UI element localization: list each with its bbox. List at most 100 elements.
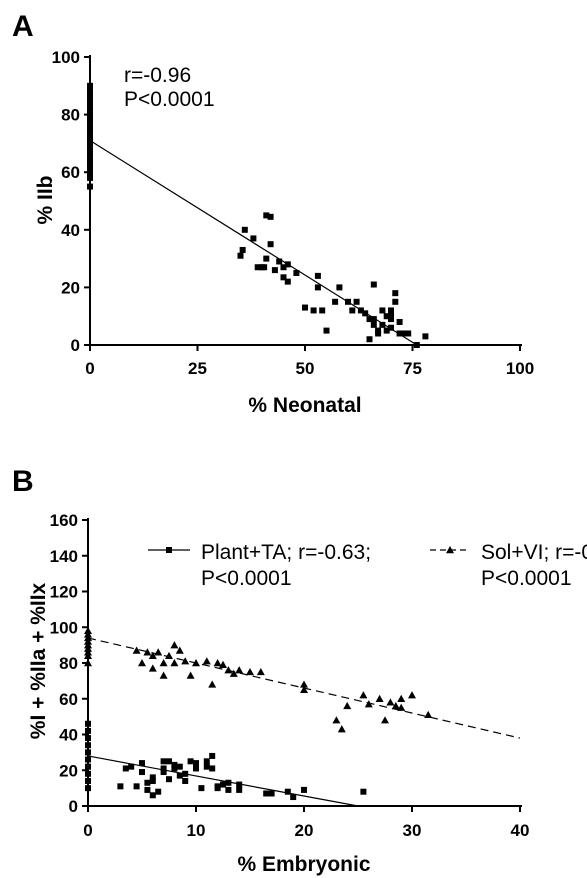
data-point-series-2 bbox=[138, 659, 146, 667]
data-point-series-1 bbox=[122, 765, 129, 772]
data-point-axis-series-2 bbox=[84, 659, 92, 667]
y-tick-label: 0 bbox=[71, 336, 80, 355]
data-point bbox=[345, 298, 351, 305]
data-point-axis bbox=[87, 100, 93, 107]
data-point bbox=[263, 212, 270, 219]
data-point-series-2 bbox=[391, 701, 400, 710]
data-point-series-1 bbox=[149, 774, 156, 781]
data-point bbox=[280, 264, 287, 271]
data-point-axis bbox=[87, 174, 93, 181]
data-point bbox=[392, 298, 399, 305]
data-point-series-2 bbox=[170, 641, 179, 649]
data-point-series-2 bbox=[246, 667, 254, 676]
data-point-series-1 bbox=[182, 770, 189, 777]
data-point bbox=[250, 235, 257, 242]
data-point-series-2 bbox=[148, 651, 157, 660]
data-point bbox=[396, 318, 403, 325]
data-point-series-1 bbox=[166, 776, 172, 783]
x-axis-label: % Neonatal bbox=[248, 394, 361, 417]
data-point bbox=[405, 330, 412, 337]
x-axis-label: % Embryonic bbox=[237, 853, 370, 876]
data-point bbox=[319, 307, 326, 314]
data-point-axis bbox=[87, 183, 93, 190]
data-point-series-1 bbox=[160, 765, 167, 772]
data-point-series-1 bbox=[128, 763, 135, 770]
data-point bbox=[370, 281, 377, 288]
x-tick-label: 25 bbox=[188, 359, 207, 378]
data-point-axis-series-1 bbox=[85, 720, 91, 727]
data-point-axis bbox=[87, 117, 93, 124]
y-tick-label: 60 bbox=[59, 690, 78, 709]
x-tick-label: 10 bbox=[187, 821, 206, 840]
data-point bbox=[261, 264, 268, 271]
data-point-series-1 bbox=[117, 783, 124, 790]
legend-text-series-2: Sol+VI; r=-0.92; bbox=[481, 541, 587, 564]
data-point-series-2 bbox=[175, 646, 184, 654]
x-tick-label: 50 bbox=[296, 359, 315, 378]
data-point-series-2 bbox=[181, 657, 190, 665]
data-point-series-1 bbox=[220, 781, 226, 788]
data-point-series-2 bbox=[154, 648, 163, 656]
data-point-series-2 bbox=[375, 694, 384, 702]
data-point-series-1 bbox=[139, 769, 145, 776]
data-point-series-1 bbox=[176, 763, 183, 770]
data-point-series-2 bbox=[148, 664, 157, 672]
data-point bbox=[388, 324, 394, 331]
data-point bbox=[271, 267, 278, 274]
data-point-axis bbox=[87, 151, 93, 158]
data-point bbox=[388, 316, 394, 323]
data-point-series-2 bbox=[143, 648, 152, 656]
y-tick-label: 20 bbox=[61, 278, 80, 297]
y-axis-label: %I + %IIa + %IIx bbox=[27, 582, 50, 739]
data-point bbox=[323, 327, 330, 334]
data-point-series-1 bbox=[214, 785, 221, 792]
data-point-series-1 bbox=[139, 760, 145, 767]
data-point-series-2 bbox=[386, 698, 395, 706]
y-axis-label: % IIb bbox=[34, 175, 57, 224]
y-tick-label: 60 bbox=[61, 163, 80, 182]
data-point-series-1 bbox=[225, 786, 232, 793]
data-point-series-1 bbox=[263, 790, 270, 797]
data-point-series-1 bbox=[182, 777, 189, 784]
x-tick-label: 20 bbox=[295, 821, 314, 840]
data-point-axis-series-2 bbox=[84, 626, 92, 635]
data-point-series-1 bbox=[160, 758, 167, 765]
data-point-series-1 bbox=[360, 788, 367, 795]
data-point bbox=[379, 321, 386, 328]
data-point-series-2 bbox=[424, 710, 433, 719]
x-tick-label: 40 bbox=[511, 821, 530, 840]
data-point-series-1 bbox=[193, 760, 199, 767]
data-point-series-2 bbox=[159, 659, 168, 667]
data-point-series-1 bbox=[176, 772, 183, 779]
data-point bbox=[239, 246, 246, 253]
y-tick-label: 160 bbox=[50, 511, 78, 530]
y-tick-label: 120 bbox=[50, 583, 78, 602]
data-point-series-2 bbox=[343, 701, 352, 710]
data-point-series-1 bbox=[166, 758, 172, 765]
data-point bbox=[263, 255, 270, 262]
data-point-axis bbox=[87, 94, 93, 101]
data-point bbox=[280, 274, 287, 281]
data-point-series-2 bbox=[202, 657, 211, 665]
regression-line-series-1 bbox=[87, 755, 359, 807]
data-point-series-2 bbox=[132, 646, 141, 654]
data-point bbox=[383, 313, 390, 320]
data-point-axis-series-1 bbox=[85, 735, 91, 742]
data-point bbox=[284, 278, 291, 285]
data-point bbox=[400, 330, 407, 337]
data-point-series-2 bbox=[208, 680, 217, 688]
data-point-series-2 bbox=[300, 685, 308, 694]
data-point bbox=[302, 304, 308, 311]
data-point bbox=[267, 213, 274, 220]
data-point-series-2 bbox=[300, 680, 308, 688]
data-point-axis bbox=[87, 123, 93, 130]
data-point bbox=[276, 258, 283, 265]
data-point-series-1 bbox=[209, 765, 216, 772]
data-point bbox=[375, 330, 382, 337]
panel-b-label: B bbox=[12, 465, 34, 498]
data-point bbox=[370, 321, 377, 328]
data-point-axis bbox=[87, 105, 93, 112]
data-point bbox=[392, 290, 399, 297]
data-point bbox=[379, 307, 386, 314]
